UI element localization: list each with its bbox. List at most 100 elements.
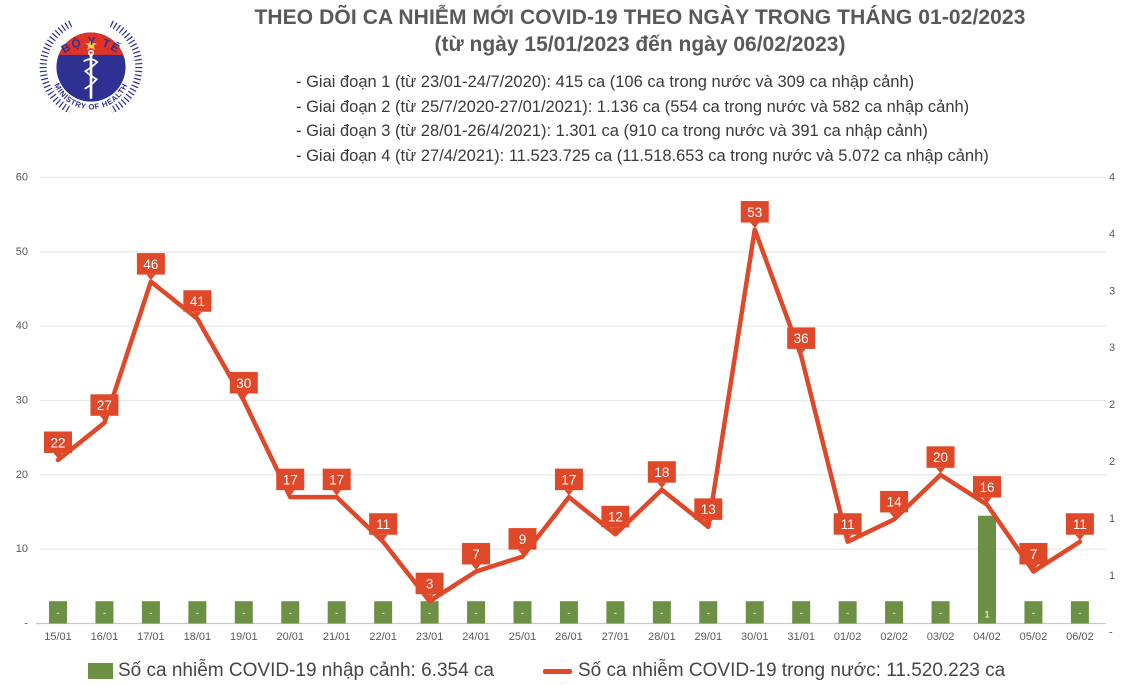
point-value-label: 17: [329, 472, 344, 487]
chart-subtitle: (từ ngày 15/01/2023 đến ngày 06/02/2023): [434, 33, 846, 56]
right-axis-tick-label: 1: [1109, 513, 1115, 525]
right-axis-tick-label: -: [1109, 627, 1113, 639]
y-axis-tick-label: 30: [16, 395, 28, 407]
bar-value-label: -: [428, 608, 431, 619]
point-value-label: 36: [794, 331, 809, 346]
y-axis-tick-label: -: [24, 618, 28, 630]
imported-cases-bar: [49, 601, 67, 624]
imported-cases-bar: [95, 601, 114, 624]
date-label: 02/02: [880, 631, 908, 643]
legend-square-green-icon: [88, 663, 113, 679]
date-label: 23/01: [416, 631, 444, 643]
point-value-label: 46: [143, 257, 158, 272]
bar-value-label: -: [474, 608, 477, 619]
point-value-box: [694, 498, 723, 520]
imported-cases-bar: [141, 601, 160, 624]
date-label: 25/01: [509, 631, 537, 643]
legend-line-red-icon: [543, 668, 572, 674]
right-axis-tick-label: 2: [1109, 399, 1115, 411]
bar-value-label: -: [103, 608, 106, 619]
date-label: 22/01: [369, 631, 397, 643]
point-value-callout: [703, 519, 713, 526]
point-value-label: 11: [1073, 517, 1087, 532]
imported-cases-bar: [281, 601, 300, 624]
point-value-callout: [99, 415, 109, 422]
point-value-label: 7: [1030, 547, 1038, 562]
bar-value-label: 1: [984, 610, 989, 621]
title-block: THEO DÕI CA NHIỄM MỚI COVID-19 THEO NGÀY…: [160, 4, 1120, 59]
period-notes: - Giai đoạn 1 (từ 23/01-24/7/2020): 415 …: [296, 70, 1096, 168]
bar-value-label: -: [521, 608, 524, 619]
legend-label-imported: Số ca nhiễm COVID-19 nhập cảnh: 6.354 ca: [118, 660, 495, 681]
point-value-box: [973, 476, 1001, 498]
point-value-callout: [239, 393, 249, 400]
date-label: 15/01: [44, 631, 72, 643]
legend-item-domestic: Số ca nhiễm COVID-19 trong nước: 11.520.…: [543, 658, 1005, 684]
note-giai-doan-2: - Giai đoạn 2 (từ 25/7/2020-27/01/2021):…: [296, 97, 970, 116]
point-value-box: [1019, 542, 1048, 565]
date-label: 21/01: [323, 631, 351, 643]
point-value-box: [787, 327, 816, 349]
imported-cases-bar: [699, 601, 718, 624]
bar-value-label: -: [567, 608, 570, 619]
point-value-label: 53: [747, 205, 762, 220]
imported-cases-bar: [420, 601, 439, 624]
y-axis-tick-label: 10: [16, 543, 28, 555]
point-value-label: 18: [654, 465, 669, 480]
imported-cases-bar: [234, 601, 253, 624]
date-label: 18/01: [184, 631, 212, 643]
bar-value-label: -: [753, 608, 756, 619]
date-label: 29/01: [695, 631, 723, 643]
point-value-callout: [796, 348, 806, 355]
bar-value-label: -: [939, 608, 942, 619]
bar-value-label: -: [335, 608, 338, 619]
imported-cases-bar: [188, 601, 207, 624]
date-label: 17/01: [137, 631, 165, 643]
date-label: 04/02: [973, 631, 1001, 643]
right-axis-tick-label: 4: [1109, 228, 1115, 240]
date-label: 19/01: [230, 631, 258, 643]
right-axis-tick-label: 2: [1109, 456, 1115, 468]
point-value-box: [926, 446, 955, 468]
note-giai-doan-4: - Giai đoạn 4 (từ 27/4/2021): 11.523.725…: [296, 146, 989, 165]
point-value-label: 11: [376, 517, 390, 532]
point-value-callout: [378, 534, 388, 541]
y-axis-tick-label: 60: [16, 172, 28, 184]
point-value-callout: [285, 490, 295, 496]
point-value-callout: [425, 594, 435, 600]
date-label: 31/01: [787, 631, 815, 643]
point-value-callout: [657, 482, 667, 489]
date-label: 26/01: [555, 631, 583, 643]
point-value-label: 9: [519, 532, 527, 547]
point-value-box: [90, 394, 119, 416]
date-label: 27/01: [602, 631, 630, 643]
bar-value-label: -: [196, 608, 199, 619]
point-value-label: 12: [608, 510, 623, 525]
point-value-label: 3: [426, 577, 434, 592]
imported-cases-bar: [467, 601, 486, 624]
domestic-cases-line: [55, 227, 1083, 604]
point-value-box: [322, 468, 351, 491]
point-value-label: 14: [887, 495, 903, 510]
ministry-of-health-logo: BỘ Y TẾ MINISTRY OF HEALTH: [39, 20, 143, 114]
point-value-label: 13: [701, 502, 716, 517]
note-giai-doan-3: - Giai đoạn 3 (từ 28/01-26/4/2021): 1.30…: [296, 122, 928, 140]
date-label: 16/01: [91, 631, 119, 643]
date-label: 03/02: [927, 631, 955, 643]
point-value-label: 41: [190, 294, 205, 309]
y-axis-tick-label: 20: [16, 469, 28, 481]
point-value-label: 17: [561, 472, 576, 487]
point-value-box: [415, 572, 444, 595]
point-value-callout: [1028, 564, 1038, 570]
point-value-label: 16: [979, 480, 994, 495]
point-value-box: [276, 468, 305, 491]
bar-value-label: -: [800, 608, 803, 619]
point-value-label: 22: [50, 435, 65, 450]
date-label: 01/02: [834, 631, 862, 643]
point-value-callout: [610, 527, 620, 533]
bar-value-label: -: [289, 608, 292, 619]
point-value-callout: [53, 452, 63, 459]
point-value-box: [229, 372, 258, 394]
point-value-box: [554, 468, 583, 491]
imported-cases-bar: [838, 601, 857, 624]
